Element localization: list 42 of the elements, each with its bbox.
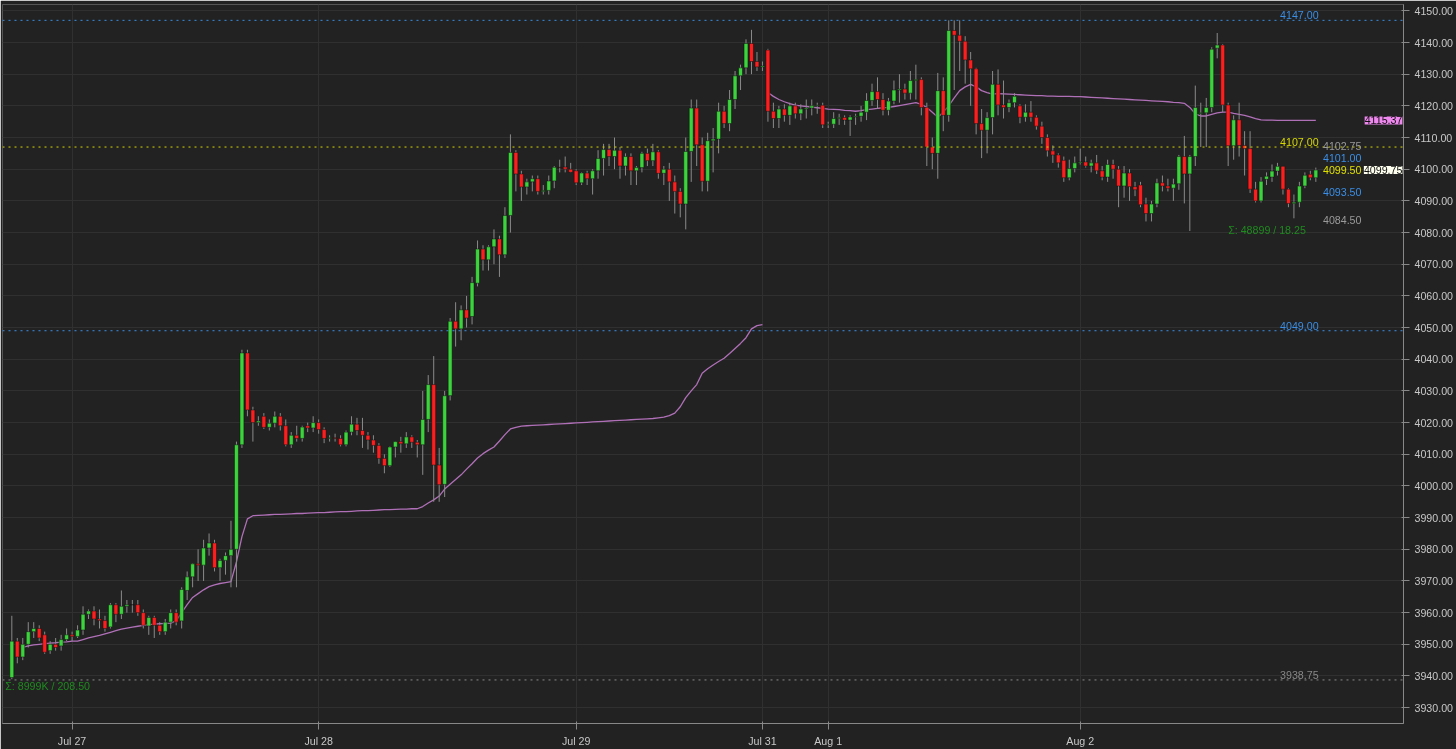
y-tick-label: 4020.00 xyxy=(1414,416,1454,429)
y-tick-label: 4030.00 xyxy=(1414,384,1454,397)
x-tick-label: Jul 29 xyxy=(561,734,591,747)
text: 4093.50 xyxy=(1322,186,1362,198)
text: 4101.00 xyxy=(1322,152,1362,164)
ref-line-label: 4049.00 xyxy=(1280,319,1319,332)
x-tick-label: Aug 1 xyxy=(814,734,843,747)
y-tick-label: 3960.00 xyxy=(1414,606,1454,619)
y-tick-label: 4070.00 xyxy=(1414,258,1454,271)
y-tick-label: 3990.00 xyxy=(1414,511,1454,524)
y-tick-label: 4090.00 xyxy=(1414,194,1454,207)
y-tick-label: 4130.00 xyxy=(1414,68,1454,81)
annotation: Σ: 8999K / 208.50 xyxy=(5,679,91,692)
y-tick-label: 4040.00 xyxy=(1414,353,1454,366)
y-tick-label: 3940.00 xyxy=(1414,669,1454,682)
ref-line-label: 4107.00 xyxy=(1280,136,1319,149)
ref-line-label: 4147.00 xyxy=(1280,9,1319,22)
ref-line-label: 3938.75 xyxy=(1280,668,1319,681)
text: 4099.50 xyxy=(1322,164,1362,176)
annotation: Σ: 48899 / 18.25 xyxy=(1228,224,1306,236)
y-tick-label: 4050.00 xyxy=(1414,321,1454,334)
y-tick-label: 4060.00 xyxy=(1414,289,1454,302)
y-tick-label: 4110.00 xyxy=(1414,131,1453,144)
text: 4099.75 xyxy=(1363,164,1403,176)
y-tick-label: 4080.00 xyxy=(1414,226,1454,239)
x-tick-label: Jul 31 xyxy=(748,734,777,747)
y-tick-label: 3970.00 xyxy=(1414,574,1454,587)
text: 4084.50 xyxy=(1322,214,1362,226)
y-tick-label: 3950.00 xyxy=(1414,638,1454,651)
y-tick-label: 3930.00 xyxy=(1414,701,1454,714)
y-tick-label: 4010.00 xyxy=(1414,448,1454,461)
y-tick-label: 4150.00 xyxy=(1414,4,1454,17)
text: 4102.75 xyxy=(1322,140,1362,152)
y-tick-label: 4140.00 xyxy=(1414,36,1454,49)
x-tick-label: Jul 27 xyxy=(57,734,87,747)
y-tick-label: 4000.00 xyxy=(1414,479,1454,492)
y-tick-label: 4120.00 xyxy=(1414,99,1454,112)
y-tick-label: 3980.00 xyxy=(1414,543,1454,556)
x-tick-label: Jul 28 xyxy=(304,734,333,747)
x-tick-label: Aug 2 xyxy=(1066,734,1095,747)
text: 4115.37 xyxy=(1364,114,1403,127)
y-tick-label: 4100.00 xyxy=(1414,163,1454,176)
